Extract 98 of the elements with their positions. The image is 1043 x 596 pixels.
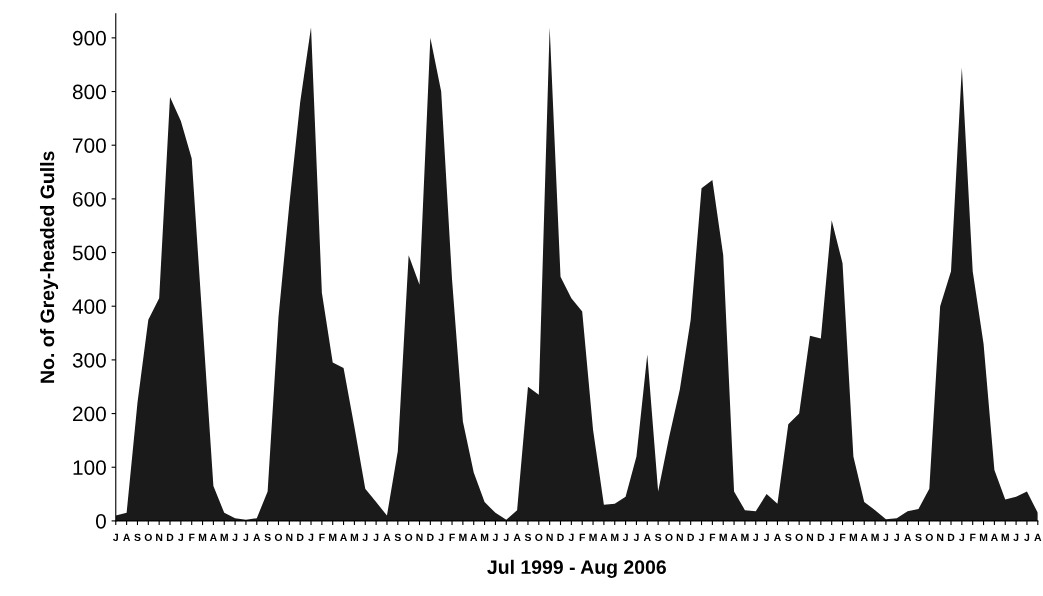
- x-tick-label: M: [350, 533, 359, 541]
- y-tick-label: 500: [72, 245, 106, 261]
- x-tick-label: A: [860, 533, 868, 541]
- x-tick-label: O: [274, 533, 283, 542]
- x-tick-label: A: [773, 533, 781, 541]
- x-tick-label: M: [849, 533, 858, 541]
- x-tick-label: N: [937, 533, 944, 541]
- x-tick-label: J: [373, 533, 379, 542]
- x-tick-label: M: [459, 533, 467, 541]
- x-tick-label: S: [134, 533, 141, 542]
- x-tick-label: O: [795, 533, 803, 542]
- x-tick-label: M: [871, 533, 879, 541]
- x-tick-label: J: [503, 533, 509, 542]
- x-tick-label: J: [883, 533, 889, 542]
- x-tick-label: M: [741, 533, 749, 541]
- x-axis-title: Jul 1999 - Aug 2006: [487, 559, 666, 578]
- y-tick-label: 100: [73, 460, 106, 475]
- x-tick-label: D: [427, 533, 434, 541]
- x-tick-label: N: [546, 533, 553, 541]
- y-tick-label: 0: [95, 513, 106, 529]
- x-tick-label: A: [123, 533, 131, 541]
- x-tick-label: N: [286, 533, 293, 541]
- x-tick-label: M: [480, 533, 489, 541]
- x-tick-label: A: [730, 533, 738, 541]
- x-tick-label: F: [840, 533, 846, 541]
- x-tick-label: J: [622, 533, 628, 542]
- x-tick-label: M: [220, 533, 228, 541]
- x-tick-label: O: [925, 533, 933, 542]
- x-tick-label: F: [709, 533, 716, 541]
- x-tick-label: J: [568, 533, 574, 542]
- x-tick-label: D: [166, 533, 174, 541]
- x-tick-label: A: [1034, 533, 1042, 541]
- x-tick-label: A: [600, 533, 608, 541]
- x-tick-label: A: [340, 533, 348, 541]
- x-tick-label: J: [1024, 533, 1030, 542]
- x-tick-label: A: [383, 533, 391, 541]
- x-tick-label: M: [198, 533, 207, 541]
- x-tick-label: F: [449, 533, 455, 541]
- x-tick-label: A: [990, 533, 998, 541]
- x-tick-label: N: [676, 533, 683, 541]
- x-tick-label: S: [524, 533, 532, 542]
- x-tick-label: M: [719, 533, 727, 541]
- x-tick-label: A: [513, 533, 521, 541]
- x-tick-label: A: [643, 533, 651, 541]
- x-tick-label: N: [156, 533, 163, 541]
- x-tick-label: F: [319, 533, 325, 541]
- y-tick-label: 900: [72, 30, 106, 46]
- x-tick-label: A: [253, 533, 261, 541]
- x-tick-label: J: [763, 533, 769, 542]
- x-tick-label: J: [178, 533, 184, 542]
- y-axis-title: No. of Grey-headed Gulls: [39, 151, 59, 383]
- x-tick-label: M: [589, 533, 597, 541]
- x-tick-label: D: [947, 533, 955, 541]
- x-tick-label: O: [535, 533, 543, 542]
- x-tick-label: S: [654, 533, 662, 542]
- y-tick-label: 800: [72, 84, 106, 100]
- x-tick-label: J: [308, 533, 314, 542]
- x-tick-label: O: [665, 533, 673, 542]
- x-tick-label: D: [297, 533, 304, 541]
- x-tick-label: O: [144, 533, 152, 542]
- x-tick-label: D: [557, 533, 564, 541]
- x-tick-label: A: [904, 533, 912, 541]
- y-tick-label: 600: [73, 191, 106, 207]
- x-tick-label: J: [1013, 533, 1019, 542]
- x-tick-label: M: [329, 533, 337, 541]
- y-tick-label: 700: [73, 138, 106, 153]
- x-tick-label: S: [785, 533, 792, 542]
- x-tick-label: J: [828, 533, 834, 542]
- x-tick-label: J: [243, 533, 249, 542]
- x-tick-label: M: [611, 533, 619, 541]
- x-tick-label: J: [633, 533, 639, 542]
- x-tick-label: A: [209, 533, 217, 541]
- x-tick-label: O: [405, 533, 413, 542]
- x-tick-label: S: [264, 533, 271, 542]
- x-tick-label: J: [362, 533, 368, 542]
- x-tick-label: J: [232, 533, 238, 542]
- x-tick-label: J: [894, 533, 899, 542]
- x-tick-label: M: [1001, 533, 1009, 541]
- y-tick-label: 200: [73, 406, 106, 422]
- x-tick-label: J: [698, 533, 704, 542]
- x-tick-label: S: [394, 533, 401, 542]
- x-tick-label: J: [959, 533, 965, 542]
- x-tick-label: J: [438, 533, 444, 542]
- x-tick-label: N: [806, 533, 814, 541]
- x-tick-label: D: [817, 533, 825, 541]
- x-tick-label: F: [579, 533, 585, 541]
- x-tick-label: N: [416, 533, 423, 541]
- x-tick-label: F: [189, 533, 195, 541]
- x-tick-label: J: [753, 533, 758, 542]
- x-tick-label: M: [979, 533, 988, 541]
- x-tick-label: F: [970, 533, 976, 541]
- y-tick-label: 300: [72, 352, 106, 368]
- x-tick-label: A: [470, 533, 478, 541]
- x-tick-label: S: [915, 533, 922, 542]
- x-tick-label: J: [492, 533, 498, 542]
- y-tick-label: 400: [72, 299, 106, 314]
- x-tick-label: J: [113, 533, 118, 542]
- x-tick-label: D: [687, 533, 694, 541]
